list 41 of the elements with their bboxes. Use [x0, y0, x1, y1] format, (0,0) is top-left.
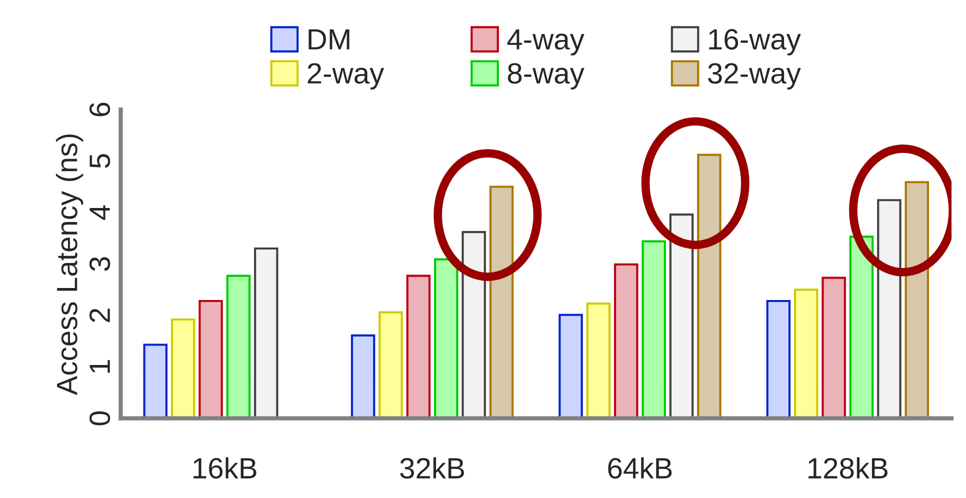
y-tick-label: 2	[89, 308, 110, 322]
bar	[350, 334, 376, 418]
bar	[170, 318, 196, 418]
bar	[904, 181, 930, 418]
x-tick-label: 64kB	[608, 457, 672, 479]
x-tick-label: 128kB	[808, 457, 888, 479]
bar	[586, 302, 611, 418]
legend-label: 4-way	[507, 29, 584, 56]
bar	[462, 230, 486, 418]
bar	[254, 247, 278, 418]
bar	[877, 199, 902, 418]
legend-label: 16-way	[709, 29, 801, 56]
bar	[669, 213, 694, 418]
bar	[378, 311, 403, 418]
legend-label: 2-way	[308, 63, 384, 90]
bar	[849, 236, 874, 418]
bar	[614, 263, 638, 418]
bar	[226, 274, 251, 418]
bar	[198, 300, 223, 418]
bar	[489, 186, 514, 418]
y-axis-title: Access Latency (ns)	[56, 134, 84, 396]
bar	[143, 344, 168, 418]
y-tick-label: 6	[89, 102, 110, 116]
bar	[434, 258, 458, 418]
legend-label: DM	[308, 29, 350, 50]
y-tick-label: 4	[90, 205, 110, 220]
y-tick-label: 0	[89, 411, 110, 426]
bar	[642, 240, 666, 418]
bar	[406, 274, 431, 418]
bar	[822, 276, 846, 418]
legend-label: 32-way	[708, 63, 801, 90]
y-tick-label: 1	[90, 360, 110, 373]
x-tick-label: 16kB	[194, 457, 256, 479]
bar	[794, 288, 818, 418]
bar	[766, 300, 791, 418]
y-tick-label: 5	[90, 154, 110, 168]
x-tick-label: 32kB	[400, 457, 464, 479]
bar	[558, 314, 583, 418]
legend-label: 8-way	[508, 63, 584, 90]
bar	[697, 154, 722, 418]
y-tick-label: 3	[89, 257, 110, 271]
